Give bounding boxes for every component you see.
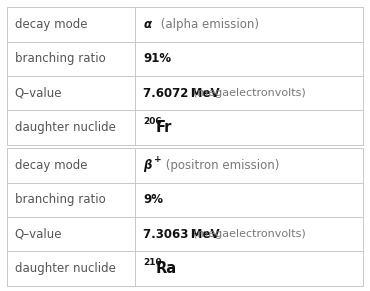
Text: Fr: Fr	[155, 120, 172, 135]
Text: Ra: Ra	[155, 261, 176, 276]
Text: (megaelectronvolts): (megaelectronvolts)	[186, 229, 306, 239]
Text: decay mode: decay mode	[15, 159, 87, 172]
Text: Q–value: Q–value	[15, 228, 62, 241]
Text: daughter nuclide: daughter nuclide	[15, 262, 116, 275]
Text: 9%: 9%	[143, 194, 163, 206]
Text: (alpha emission): (alpha emission)	[157, 18, 259, 31]
Text: decay mode: decay mode	[15, 18, 87, 31]
Text: (megaelectronvolts): (megaelectronvolts)	[186, 88, 306, 98]
Text: β: β	[143, 159, 152, 172]
Text: 7.6072 MeV: 7.6072 MeV	[143, 87, 220, 100]
Text: 91%: 91%	[143, 52, 171, 65]
Text: +: +	[154, 155, 162, 164]
Text: branching ratio: branching ratio	[15, 52, 105, 65]
Text: (positron emission): (positron emission)	[162, 159, 279, 172]
Text: 206: 206	[143, 117, 162, 125]
Text: branching ratio: branching ratio	[15, 194, 105, 206]
Text: daughter nuclide: daughter nuclide	[15, 121, 116, 134]
Text: 210: 210	[143, 258, 162, 267]
Text: 7.3063 MeV: 7.3063 MeV	[143, 228, 220, 241]
Text: Q–value: Q–value	[15, 87, 62, 100]
Bar	[7, 148, 363, 286]
Text: α: α	[143, 18, 151, 31]
Bar	[7, 7, 363, 145]
